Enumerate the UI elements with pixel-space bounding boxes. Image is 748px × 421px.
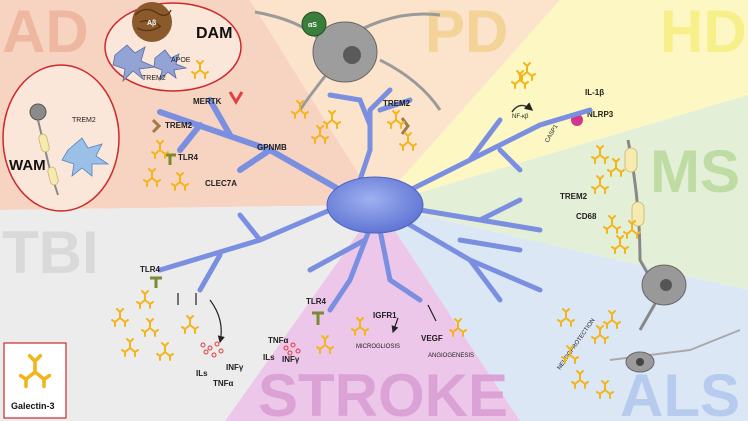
ms-neuron: TREM2 CD68 [560, 139, 687, 331]
tlr4-tbi-label: TLR4 [140, 265, 161, 274]
microglia-process-pd [327, 87, 413, 183]
region-hd-background [378, 0, 748, 205]
alpha-synuclein-inclusion-icon [301, 11, 327, 37]
microglia-process-ad [157, 97, 343, 193]
microglia-soma-icon [326, 176, 424, 234]
region-ms-background [378, 95, 748, 290]
wam-inset: TREM2 WAM [2, 64, 120, 212]
region-hd-label: HD [660, 0, 747, 65]
cd68-label: CD68 [576, 212, 597, 221]
microglia-process-ms [417, 197, 543, 233]
tbi-ils-label: ILs [196, 369, 208, 378]
dam-microglia-icon [112, 44, 157, 83]
region-tbi-background [0, 205, 378, 421]
mertk-receptor-icon [228, 91, 244, 105]
region-stroke-background [225, 205, 520, 421]
microglia-process-tbi [157, 207, 333, 293]
trem2-ms-label: TREM2 [560, 192, 588, 201]
tlr4-tbi-receptor-icon [150, 276, 162, 288]
gpnmb-label: GPNMB [257, 143, 287, 152]
mertk-label: MERTK [193, 97, 222, 106]
legend: Galectin-3 [3, 342, 67, 419]
region-stroke-label: STROKE [258, 362, 508, 421]
stroke-ils-label: ILs [263, 353, 275, 362]
trem2-pd-receptor-icon [400, 117, 410, 135]
myelin-sheath-icon-2 [47, 166, 59, 186]
dam-inset: Aβ DAM APOE TREM2 [104, 2, 242, 92]
legend-galectin3-label: Galectin-3 [11, 401, 55, 411]
igfr1-label: IGFR1 [373, 311, 397, 320]
dam-title: DAM [196, 25, 232, 42]
myelin-sheath-icon [38, 133, 50, 153]
region-ms-label: MS [650, 138, 740, 205]
il1b-label: IL-1β [585, 88, 604, 97]
tlr4-stroke-receptor-icon [312, 311, 324, 325]
clec7a-label: CLEC7A [205, 179, 237, 188]
angiogenesis-label: ANGIOGENESIS [428, 353, 474, 359]
dam-trem2-label: TREM2 [142, 75, 166, 82]
wam-title: WAM [9, 157, 46, 174]
tlr4-ad-label: TLR4 [178, 153, 199, 162]
trem2-ad-receptor-icon [151, 118, 162, 134]
plaque-label: Aβ [147, 20, 157, 27]
nfkb-label: NF-κβ [512, 114, 529, 120]
vegf-label: VEGF [421, 334, 443, 343]
stroke-tnfa-label: TNFα [268, 336, 289, 345]
wam-trem2-label: TREM2 [72, 117, 96, 124]
trem2-ad-label: TREM2 [165, 121, 193, 130]
alpha-syn-label: αS [308, 22, 317, 29]
stroke-infg-label: INFγ [282, 355, 300, 364]
microglia-process-stroke [307, 225, 423, 313]
tlr4-stroke-label: TLR4 [306, 297, 327, 306]
trem2-pd-label: TREM2 [383, 99, 411, 108]
tbi-infg-label: INFγ [226, 363, 244, 372]
microglia-cell [157, 87, 593, 313]
nlrp3-label: NLRP3 [587, 110, 614, 119]
microglia-process-hd [407, 107, 593, 193]
region-ad-label: AD [2, 0, 89, 65]
neuron-soma-icon [29, 103, 47, 121]
stroke-cytokines-icon [283, 342, 301, 356]
region-tbi-label: TBI [2, 219, 99, 286]
wam-microglia-icon [61, 137, 110, 177]
dam-microglia-icon-2 [153, 49, 188, 82]
microglia-process-als [407, 222, 543, 303]
dam-apoe-label: APOE [171, 57, 191, 64]
amyloid-plaque-icon: Aβ [132, 2, 172, 42]
region-pd-label: PD [425, 0, 508, 65]
tbi-tnfa-label: TNFα [213, 379, 234, 388]
microgliosis-label: MICROGLIOSIS [356, 344, 400, 350]
pd-neuron: αS [254, 10, 442, 111]
tbi-cytokines-icon [200, 341, 224, 358]
